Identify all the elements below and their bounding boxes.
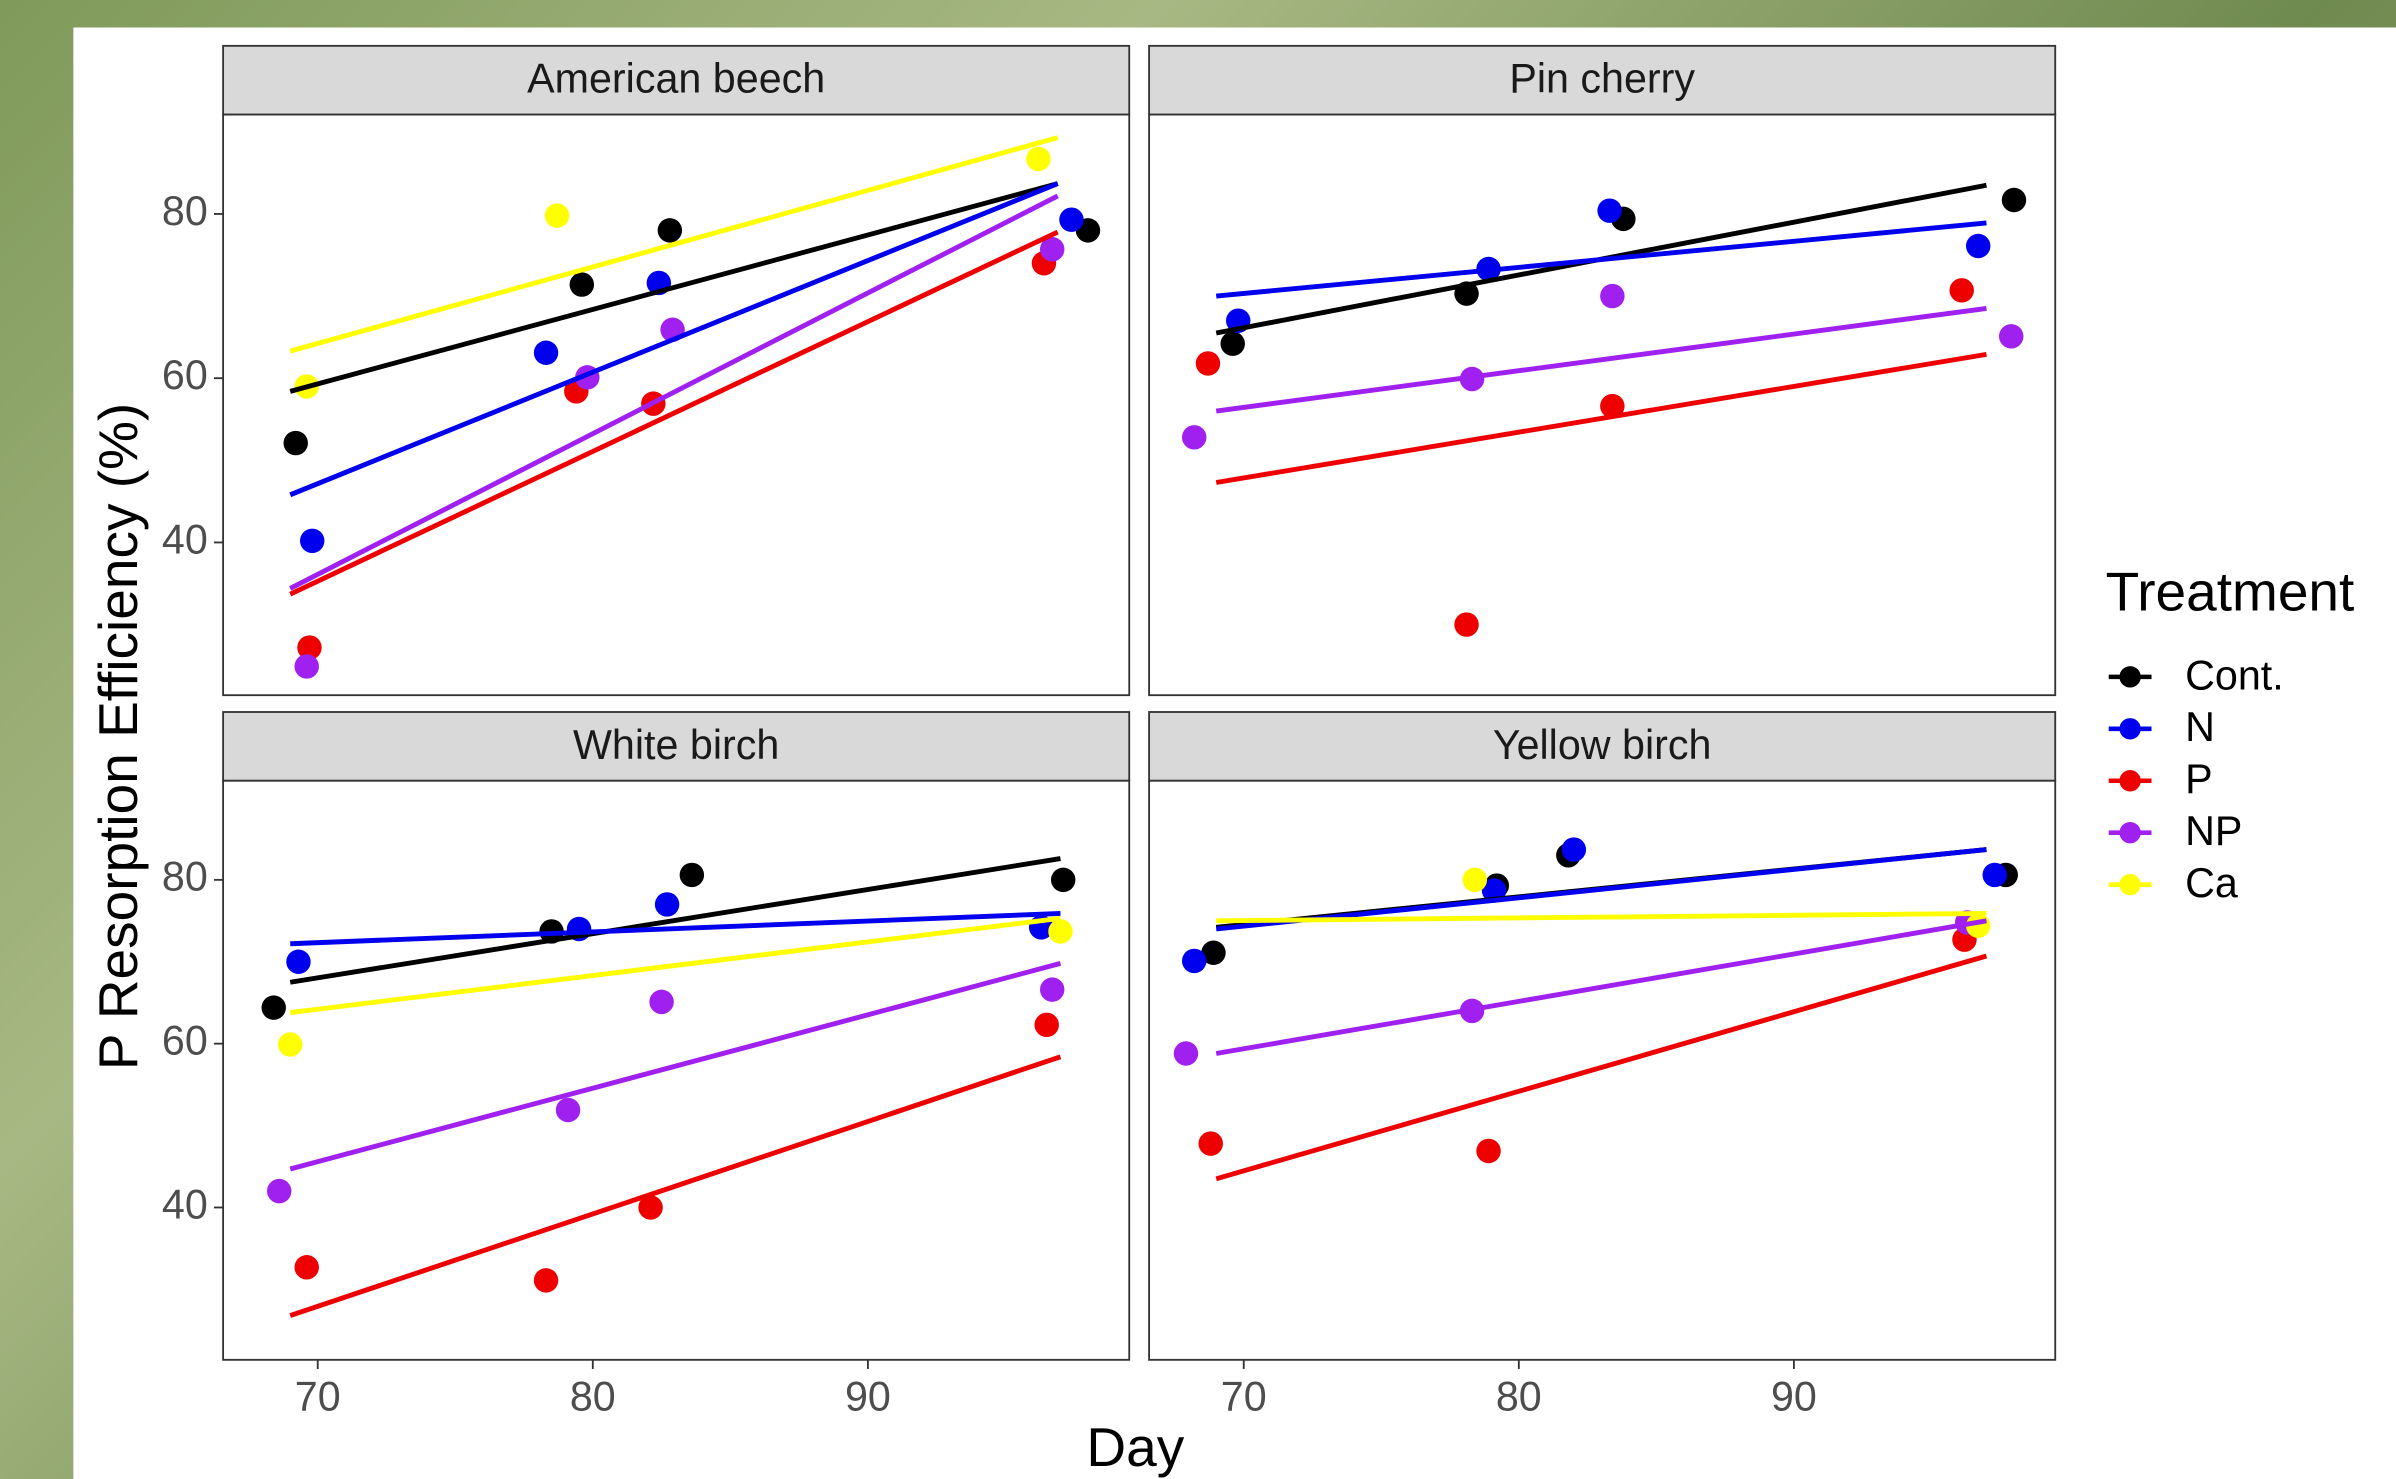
point (680, 863, 704, 887)
x-axis-label: Day (1086, 1416, 1184, 1478)
panel-title: Yellow birch (1493, 722, 1712, 768)
legend-label: NP (2185, 808, 2242, 854)
panel-title: American beech (527, 56, 825, 102)
y-tick-label: 80 (162, 854, 208, 900)
legend-key-point (2119, 874, 2140, 895)
legend-label: N (2185, 704, 2215, 750)
point (294, 654, 318, 678)
y-axis-label: P Resorption Efficiency (%) (87, 403, 149, 1070)
point (1196, 351, 1220, 375)
point (1051, 868, 1075, 892)
y-tick-label: 80 (162, 188, 208, 234)
page: {"chart_data": { "type": "scatter", "y_l… (0, 0, 2396, 1479)
legend-key-point (2119, 666, 2140, 687)
point (2002, 188, 2026, 212)
legend-key-point (2119, 718, 2140, 739)
point (1059, 207, 1083, 231)
point (300, 529, 324, 553)
panel (1149, 781, 2055, 1360)
point (1562, 837, 1586, 861)
point (1182, 425, 1206, 449)
point (1999, 324, 2023, 348)
point (1600, 284, 1624, 308)
chart: P Resorption Efficiency (%) Day American… (0, 0, 2396, 1479)
point (1040, 977, 1064, 1001)
point (1198, 1131, 1222, 1155)
panel-title: Pin cherry (1509, 56, 1695, 102)
point (534, 341, 558, 365)
point (556, 1098, 580, 1122)
point (658, 218, 682, 242)
x-tick-label: 90 (845, 1373, 891, 1419)
point (278, 1032, 302, 1056)
x-tick-label: 70 (295, 1373, 341, 1419)
point (267, 1179, 291, 1203)
legend-key-point (2119, 822, 2140, 843)
y-tick-label: 60 (162, 352, 208, 398)
point (1221, 331, 1245, 355)
point (534, 1268, 558, 1292)
x-tick-label: 90 (1771, 1373, 1817, 1419)
point (1463, 868, 1487, 892)
legend-label: Ca (2185, 860, 2238, 906)
point (286, 950, 310, 974)
point (261, 995, 285, 1019)
x-tick-label: 80 (570, 1373, 616, 1419)
panel-title: White birch (573, 722, 779, 768)
point (1026, 147, 1050, 171)
legend-label: P (2185, 756, 2213, 802)
point (1966, 234, 1990, 258)
point (649, 990, 673, 1014)
x-tick-label: 70 (1221, 1373, 1267, 1419)
point (1476, 1139, 1500, 1163)
point (1182, 949, 1206, 973)
point (1597, 198, 1621, 222)
point (1454, 612, 1478, 636)
point (1174, 1041, 1198, 1065)
point (294, 1255, 318, 1279)
legend-title: Treatment (2106, 560, 2355, 622)
point (1034, 1013, 1058, 1037)
point (1949, 278, 1973, 302)
point (655, 892, 679, 916)
point (570, 272, 594, 296)
legend-key-point (2119, 770, 2140, 791)
legend-label: Cont. (2185, 652, 2284, 698)
y-tick-label: 40 (162, 1181, 208, 1227)
y-tick-label: 40 (162, 516, 208, 562)
point (545, 203, 569, 227)
point (1982, 863, 2006, 887)
x-tick-label: 80 (1496, 1373, 1542, 1419)
y-tick-label: 60 (162, 1018, 208, 1064)
point (1048, 919, 1072, 943)
point (283, 431, 307, 455)
